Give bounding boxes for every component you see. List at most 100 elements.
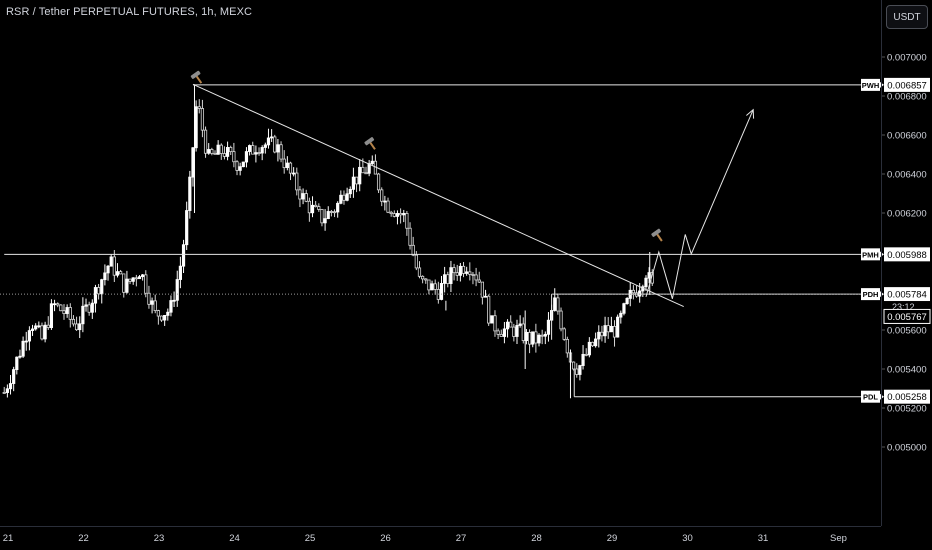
x-tick-label: 28	[531, 533, 542, 544]
candle-body	[474, 274, 478, 281]
candle-body	[449, 267, 453, 284]
candle-body	[342, 194, 346, 201]
candle-body	[78, 323, 82, 331]
candle-body	[546, 319, 551, 335]
price-label-pdl-text: 0.005258	[887, 392, 927, 403]
candle-body	[398, 213, 403, 216]
candle-body	[40, 325, 44, 340]
candle-body	[468, 271, 472, 275]
candle-body	[521, 323, 525, 341]
candle-body	[389, 211, 393, 214]
candle-body	[298, 189, 302, 200]
candle-body	[97, 287, 101, 295]
candle-body	[46, 324, 50, 329]
candle-body	[439, 283, 444, 300]
candle-body	[232, 151, 236, 163]
candle-body	[62, 310, 66, 314]
candle-body	[21, 340, 25, 357]
candle-body	[276, 144, 280, 153]
candle-body	[229, 147, 233, 153]
candle-body	[487, 295, 491, 324]
candle-body	[600, 331, 604, 337]
candle-body	[619, 312, 623, 318]
candle-body	[597, 331, 601, 340]
candle-body	[194, 106, 198, 149]
currency-button[interactable]: USDT	[886, 5, 928, 29]
candle-body	[225, 147, 230, 157]
candle-body	[458, 265, 462, 276]
projection-path[interactable]	[645, 109, 754, 299]
price-label-pmh-text: 0.005988	[887, 250, 927, 261]
candle-body	[235, 161, 239, 171]
candle-body	[471, 273, 475, 276]
candle-body	[631, 289, 635, 294]
candle-body	[395, 213, 400, 217]
price-label-pdh-text: 0.005784	[887, 290, 927, 301]
candle-body	[137, 276, 142, 280]
candle-body	[609, 325, 613, 333]
candle-body	[323, 218, 327, 224]
y-tick-label: 0.006600	[887, 131, 927, 142]
candle-body	[203, 129, 208, 154]
candle-body	[197, 106, 201, 109]
x-tick-label: 23	[154, 533, 165, 544]
candle-body	[181, 244, 186, 267]
candle-body	[421, 275, 425, 280]
candle-body	[443, 274, 447, 284]
candle-body	[219, 144, 223, 154]
trendline[interactable]	[192, 83, 684, 308]
candles-group	[2, 84, 654, 399]
y-tick-label: 0.007000	[887, 53, 927, 64]
candle-body	[336, 202, 340, 213]
candle-body	[247, 145, 252, 152]
countdown-text: 23:12	[892, 302, 915, 312]
candle-body	[565, 338, 569, 354]
candle-body	[59, 304, 63, 312]
candle-body	[329, 211, 333, 213]
candle-body	[90, 302, 94, 313]
y-axis[interactable]: 0.007000 0.006800 0.006600 0.006400 0.006200…	[881, 53, 927, 454]
candle-body	[241, 161, 245, 168]
y-tick-label: 0.006200	[887, 209, 927, 220]
candle-body	[509, 321, 513, 328]
candle-body	[496, 330, 500, 335]
candle-body	[288, 162, 293, 174]
candle-body	[345, 193, 349, 201]
candle-body	[452, 267, 456, 274]
candle-body	[216, 144, 220, 155]
candle-body	[446, 274, 450, 284]
candle-body	[30, 328, 35, 331]
x-tick-label: 31	[758, 533, 769, 544]
candle-body	[273, 136, 277, 153]
candle-body	[483, 295, 488, 298]
candle-body	[408, 227, 412, 246]
candle-body	[553, 297, 557, 311]
candle-body	[572, 361, 576, 370]
candle-body	[358, 166, 362, 185]
candle-body	[52, 303, 57, 306]
candle-body	[578, 365, 582, 375]
candle-body	[87, 304, 91, 313]
candle-body	[71, 318, 76, 325]
y-tick-label: 0.005600	[887, 326, 927, 337]
x-axis[interactable]: 21 22 23 24 25 26 27 28 29 30 31 Sep	[3, 533, 847, 544]
x-tick-label: 27	[456, 533, 467, 544]
candle-body	[74, 323, 79, 331]
price-label-extra-text: 0.005767	[887, 312, 927, 323]
price-label-extra: 0.005767	[883, 308, 931, 324]
candle-body	[540, 334, 544, 337]
candle-body	[427, 279, 431, 291]
candle-body	[68, 307, 72, 320]
candle-body	[5, 388, 9, 393]
candle-body	[590, 341, 595, 347]
candle-body	[119, 271, 123, 275]
candle-body	[270, 136, 274, 139]
candle-body	[191, 147, 195, 178]
y-tick-label: 0.005200	[887, 404, 927, 415]
candle-body	[603, 325, 607, 337]
candle-body	[414, 254, 418, 269]
x-tick-label: 25	[305, 533, 316, 544]
candle-body	[153, 300, 157, 311]
